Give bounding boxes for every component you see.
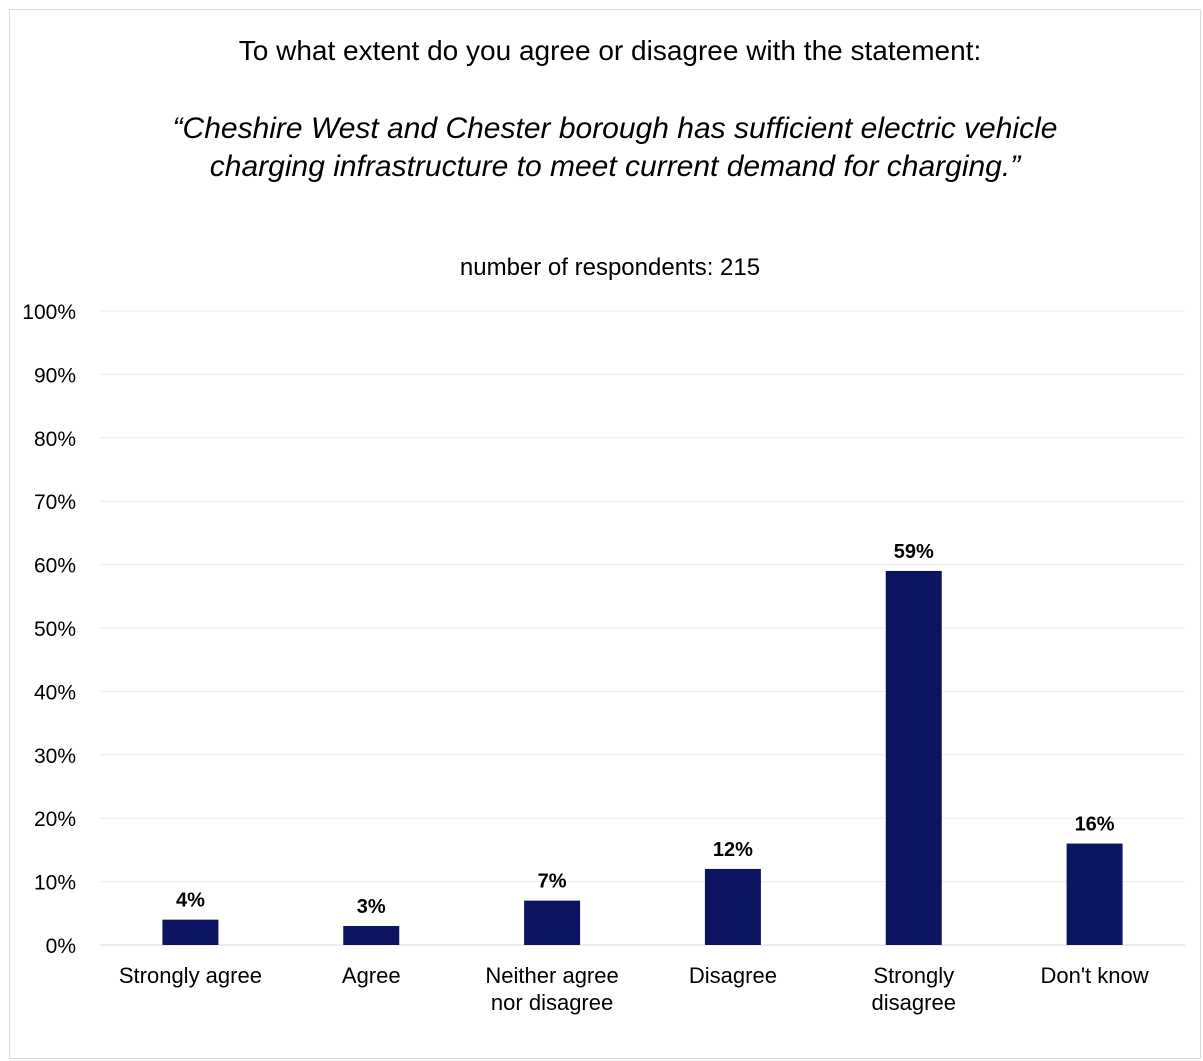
chart-subtitle: number of respondents: 215 <box>459 254 761 281</box>
bar <box>343 925 400 945</box>
y-tick-label: 20% <box>34 808 76 831</box>
bar <box>704 868 761 945</box>
data-label: 59% <box>894 541 934 563</box>
data-label: 7% <box>538 871 567 893</box>
y-tick-label: 0% <box>46 935 76 958</box>
x-tick-label: disagree <box>872 990 956 1015</box>
x-tick-label: Agree <box>342 963 401 988</box>
data-label: 3% <box>357 896 386 918</box>
bar <box>524 900 581 945</box>
y-tick-label: 90% <box>34 364 76 387</box>
x-tick-label: nor disagree <box>491 990 613 1015</box>
x-tick-label: Strongly <box>873 963 954 988</box>
chart-frame <box>9 9 1201 1059</box>
y-tick-label: 70% <box>34 491 76 514</box>
bar <box>1066 843 1123 945</box>
x-tick-label: Disagree <box>689 963 777 988</box>
y-tick-label: 50% <box>34 618 76 641</box>
chart-title: To what extent do you agree or disagree … <box>238 35 982 66</box>
x-tick-label: Don't know <box>1041 963 1149 988</box>
y-tick-label: 30% <box>34 745 76 768</box>
x-tick-label: Neither agree <box>485 963 618 988</box>
y-tick-label: 80% <box>34 428 76 451</box>
bar <box>162 919 219 945</box>
y-tick-label: 60% <box>34 555 76 578</box>
y-tick-label: 40% <box>34 681 76 704</box>
chart-statement: “Cheshire West and Chester borough has s… <box>172 112 1058 183</box>
data-label: 12% <box>713 839 753 861</box>
bar <box>885 570 942 945</box>
y-tick-label: 10% <box>34 872 76 895</box>
x-tick-label: Strongly agree <box>119 963 262 988</box>
y-tick-label: 100% <box>22 301 76 324</box>
data-label: 16% <box>1075 814 1115 836</box>
data-label: 4% <box>176 890 205 912</box>
